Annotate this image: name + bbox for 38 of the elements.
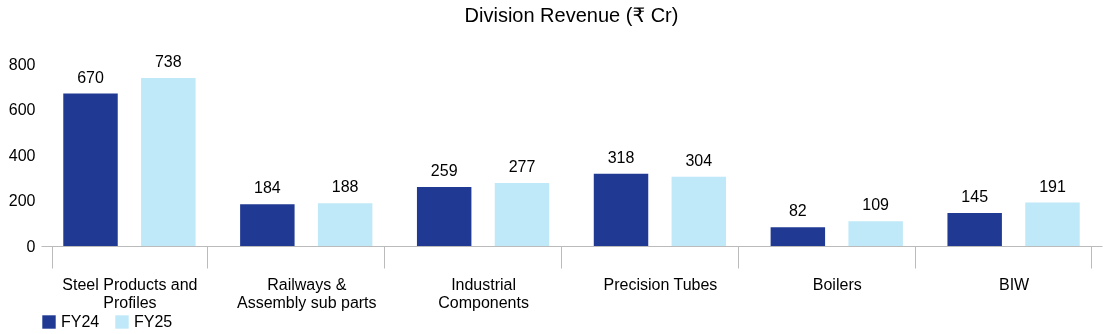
bar <box>141 78 196 246</box>
bar <box>848 221 903 246</box>
data-label: 82 <box>788 202 807 220</box>
data-label: 184 <box>254 179 281 197</box>
bar <box>240 204 295 246</box>
bar <box>63 93 118 246</box>
data-label: 259 <box>430 162 458 180</box>
data-label: 109 <box>862 196 890 214</box>
bar <box>494 182 550 246</box>
data-label: 145 <box>961 188 989 206</box>
data-label: 670 <box>77 68 104 86</box>
bar <box>671 176 727 246</box>
x-tick-label: Steel Products and Profiles <box>62 275 198 311</box>
y-tick-label: 200 <box>8 192 36 209</box>
bar <box>317 203 373 246</box>
data-label: 318 <box>607 148 635 166</box>
bar <box>416 187 472 246</box>
y-tick-label: 400 <box>8 146 36 164</box>
bar <box>770 227 826 246</box>
data-label: 188 <box>331 178 359 196</box>
data-label: 277 <box>508 157 536 175</box>
data-label: 304 <box>685 151 713 169</box>
x-tick-label: Precision Tubes <box>603 275 718 293</box>
x-tick-label: Industrial Components <box>438 275 529 311</box>
x-tick-label: Boilers <box>812 275 862 293</box>
y-tick-label: 600 <box>8 101 36 118</box>
data-label: 191 <box>1039 177 1066 195</box>
chart-title: Division Revenue (₹ Cr) <box>464 4 679 27</box>
bar <box>1025 202 1080 246</box>
x-tick-label: Railways & Assembly sub parts <box>236 275 377 311</box>
bar <box>947 213 1002 246</box>
legend-label: FY25 <box>134 313 173 330</box>
legend-label: FY24 <box>61 313 100 330</box>
y-tick-label: 0 <box>26 237 36 255</box>
bar <box>593 173 649 246</box>
y-tick-label: 800 <box>8 55 36 73</box>
data-label: 738 <box>154 53 182 71</box>
x-tick-label: BIW <box>998 275 1031 293</box>
